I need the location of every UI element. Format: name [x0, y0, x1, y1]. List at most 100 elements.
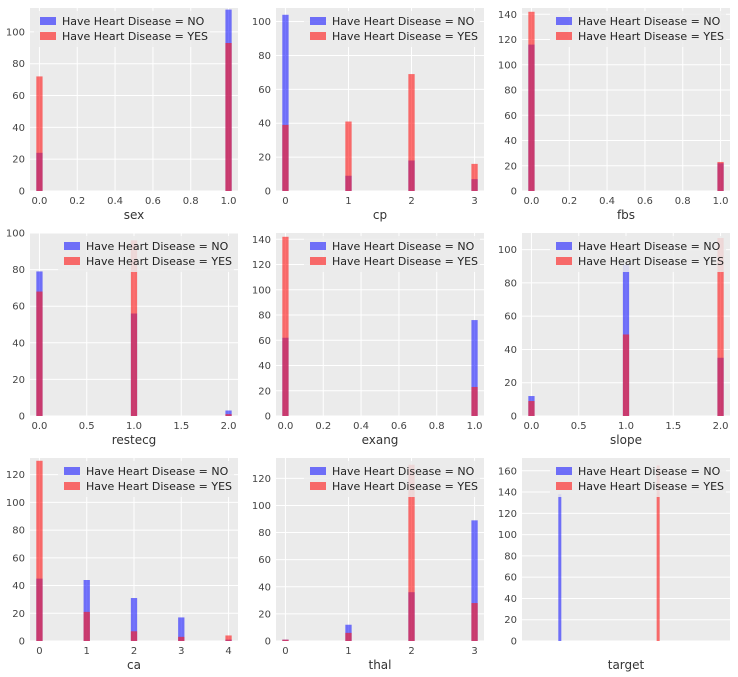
x-axis-label: thal [369, 658, 392, 672]
x-tick-label: 0.4 [107, 196, 123, 207]
bar-yes [130, 240, 138, 416]
x-tick-label: 0.6 [145, 196, 161, 207]
x-tick-label: 1.0 [126, 421, 142, 432]
legend-label-yes: Have Heart Disease = YES [86, 480, 232, 493]
y-tick-label: 100 [498, 60, 517, 71]
y-tick-label: 0 [19, 187, 25, 198]
legend-label-no: Have Heart Disease = NO [578, 240, 721, 253]
bar-yes [408, 464, 415, 641]
x-tick-label: 4 [225, 646, 231, 657]
x-tick-label: 0 [36, 646, 42, 657]
bar-yes [225, 635, 232, 641]
y-tick-label: 80 [258, 51, 271, 62]
legend-swatch-yes [556, 257, 572, 265]
y-tick-label: 100 [6, 27, 25, 38]
legend-label-no: Have Heart Disease = NO [332, 240, 475, 253]
y-tick-label: 80 [12, 265, 25, 276]
legend-swatch-no [310, 467, 326, 475]
legend-swatch-no [64, 467, 80, 475]
x-tick-label: 0.4 [599, 196, 615, 207]
legend-swatch-no [310, 17, 326, 25]
x-tick-label: 2 [408, 196, 414, 207]
bar-yes [717, 161, 724, 191]
legend-swatch-no [556, 467, 572, 475]
legend-swatch-yes [40, 32, 56, 40]
y-tick-label: 0 [511, 412, 517, 423]
legend-box [304, 236, 480, 272]
x-tick-label: 3 [471, 646, 477, 657]
legend-label-yes: Have Heart Disease = YES [62, 30, 208, 43]
x-tick-label: 0.2 [315, 421, 331, 432]
y-tick-label: 100 [252, 285, 271, 296]
y-tick-label: 80 [504, 278, 517, 289]
x-axis-label: sex [124, 208, 145, 222]
y-tick-label: 40 [504, 594, 517, 605]
bar-yes [345, 632, 352, 641]
y-tick-label: 20 [504, 161, 517, 172]
x-axis-label: ca [127, 658, 141, 672]
y-tick-label: 100 [498, 245, 517, 256]
y-tick-label: 140 [498, 488, 517, 499]
x-tick-label: 1.0 [713, 196, 729, 207]
legend-swatch-no [556, 242, 572, 250]
y-tick-label: 0 [511, 187, 517, 198]
legend-label-no: Have Heart Disease = NO [332, 465, 475, 478]
legend-swatch-yes [64, 257, 80, 265]
x-tick-label: 2.0 [221, 421, 237, 432]
y-tick-label: 40 [258, 582, 271, 593]
x-axis-label: target [608, 658, 645, 672]
legend-label-yes: Have Heart Disease = YES [86, 255, 232, 268]
chart-slope: 0 20 40 60 80 100 0.0 0.5 1.0 1.5 2.0 slope Have Hea… [498, 233, 730, 447]
y-tick-label: 40 [504, 345, 517, 356]
y-tick-label: 100 [6, 229, 25, 240]
x-tick-label: 0.0 [524, 421, 540, 432]
y-tick-label: 80 [12, 59, 25, 70]
legend-swatch-yes [556, 32, 572, 40]
y-tick-label: 20 [12, 155, 25, 166]
x-tick-label: 0.8 [675, 196, 691, 207]
x-tick-label: 0.4 [353, 421, 369, 432]
bar-yes [178, 636, 185, 641]
legend-swatch-yes [310, 32, 326, 40]
y-tick-label: 80 [504, 86, 517, 97]
x-axis-label: fbs [617, 208, 635, 222]
x-tick-label: 3 [471, 196, 477, 207]
y-tick-label: 120 [498, 509, 517, 520]
y-tick-label: 80 [258, 311, 271, 322]
y-tick-label: 0 [19, 637, 25, 648]
x-tick-label: 1 [84, 646, 90, 657]
y-tick-label: 0 [265, 412, 271, 423]
legend-label-no: Have Heart Disease = NO [86, 240, 229, 253]
bar-no [282, 14, 289, 192]
x-tick-label: 0.0 [524, 196, 540, 207]
y-tick-label: 60 [12, 302, 25, 313]
y-tick-label: 140 [498, 10, 517, 21]
legend-label-no: Have Heart Disease = NO [578, 465, 721, 478]
x-tick-label: 0.0 [32, 196, 48, 207]
x-tick-label: 1.5 [173, 421, 189, 432]
y-tick-label: 0 [19, 412, 25, 423]
chart-target: 0 20 40 60 80 100 120 140 160 target Have Heart Di… [498, 458, 730, 672]
x-tick-label: 0.0 [32, 421, 48, 432]
y-tick-label: 60 [504, 111, 517, 122]
bar-yes [36, 460, 43, 641]
y-tick-label: 80 [258, 528, 271, 539]
y-tick-label: 40 [504, 136, 517, 147]
x-tick-label: 0.6 [637, 196, 653, 207]
y-tick-label: 40 [12, 581, 25, 592]
y-tick-label: 60 [12, 553, 25, 564]
x-tick-label: 0.2 [561, 196, 577, 207]
x-tick-label: 3 [178, 646, 184, 657]
legend-box [58, 461, 234, 497]
y-tick-label: 120 [252, 474, 271, 485]
y-tick-label: 60 [504, 573, 517, 584]
legend-box [550, 11, 726, 47]
y-tick-label: 60 [504, 312, 517, 323]
legend-label-no: Have Heart Disease = NO [578, 15, 721, 28]
bar-yes [471, 603, 478, 641]
y-tick-label: 100 [252, 17, 271, 28]
y-tick-label: 0 [511, 637, 517, 648]
y-tick-label: 40 [12, 123, 25, 134]
x-tick-label: 2.0 [713, 421, 729, 432]
